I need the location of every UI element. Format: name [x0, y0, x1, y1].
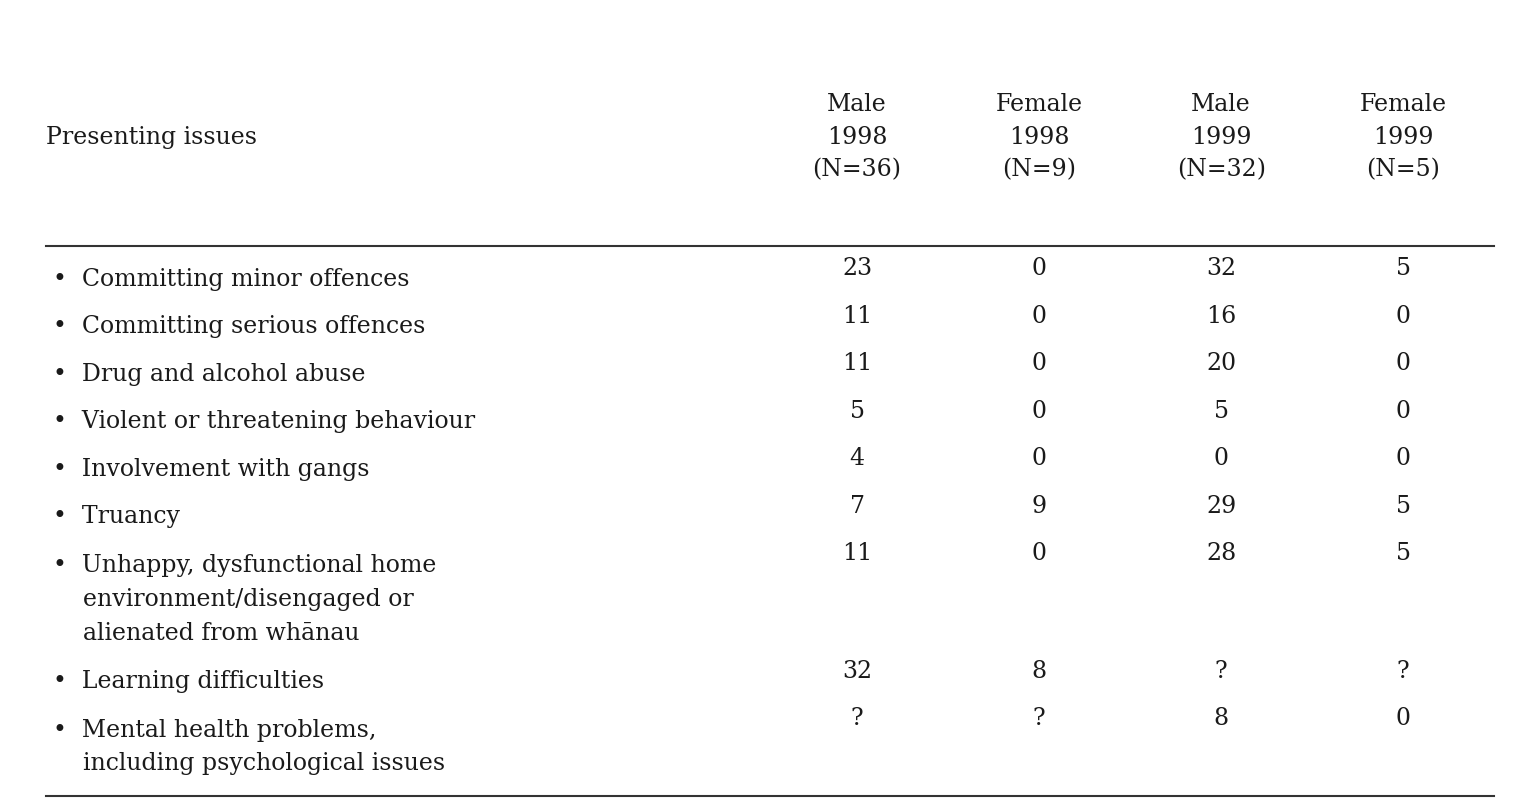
Text: 9: 9: [1032, 495, 1047, 517]
Text: 5: 5: [1396, 257, 1411, 280]
Text: •  Learning difficulties: • Learning difficulties: [53, 671, 325, 693]
Text: 11: 11: [842, 352, 872, 376]
Text: 0: 0: [1032, 257, 1047, 280]
Text: 32: 32: [1206, 257, 1236, 280]
Text: 11: 11: [842, 305, 872, 328]
Text: 0: 0: [1396, 447, 1411, 470]
Text: 5: 5: [1396, 542, 1411, 565]
Text: 0: 0: [1032, 447, 1047, 470]
Text: Presenting issues: Presenting issues: [46, 126, 256, 148]
Text: 11: 11: [842, 542, 872, 565]
Text: 0: 0: [1396, 352, 1411, 376]
Text: 7: 7: [850, 495, 865, 517]
Text: 0: 0: [1032, 352, 1047, 376]
Text: 0: 0: [1032, 542, 1047, 565]
Text: •  Committing serious offences: • Committing serious offences: [53, 315, 425, 339]
Text: •  Involvement with gangs: • Involvement with gangs: [53, 458, 370, 480]
Text: •  Unhappy, dysfunctional home
    environment/disengaged or
    alienated from : • Unhappy, dysfunctional home environmen…: [53, 554, 437, 645]
Text: 8: 8: [1032, 660, 1047, 683]
Text: •  Violent or threatening behaviour: • Violent or threatening behaviour: [53, 410, 475, 433]
Text: 0: 0: [1032, 305, 1047, 328]
Text: 5: 5: [1214, 400, 1229, 423]
Text: 0: 0: [1396, 708, 1411, 730]
Text: •  Truancy: • Truancy: [53, 505, 181, 528]
Text: 16: 16: [1206, 305, 1236, 328]
Text: ?: ?: [851, 708, 863, 730]
Text: •  Drug and alcohol abuse: • Drug and alcohol abuse: [53, 363, 366, 386]
Text: 4: 4: [850, 447, 865, 470]
Text: Male
1999
(N=32): Male 1999 (N=32): [1177, 93, 1265, 181]
Text: 0: 0: [1396, 400, 1411, 423]
Text: 0: 0: [1032, 400, 1047, 423]
Text: 29: 29: [1206, 495, 1236, 517]
Text: 28: 28: [1206, 542, 1236, 565]
Text: 0: 0: [1396, 305, 1411, 328]
Text: Female
1998
(N=9): Female 1998 (N=9): [995, 93, 1083, 181]
Text: 5: 5: [1396, 495, 1411, 517]
Text: ?: ?: [1033, 708, 1045, 730]
Text: ?: ?: [1215, 660, 1227, 683]
Text: •  Mental health problems,
    including psychological issues: • Mental health problems, including psyc…: [53, 718, 444, 775]
Text: ?: ?: [1397, 660, 1409, 683]
Text: 20: 20: [1206, 352, 1236, 376]
Text: 23: 23: [842, 257, 872, 280]
Text: Male
1998
(N=36): Male 1998 (N=36): [813, 93, 901, 181]
Text: •  Committing minor offences: • Committing minor offences: [53, 268, 410, 291]
Text: 0: 0: [1214, 447, 1229, 470]
Text: 32: 32: [842, 660, 872, 683]
Text: Female
1999
(N=5): Female 1999 (N=5): [1359, 93, 1447, 181]
Text: 8: 8: [1214, 708, 1229, 730]
Text: 5: 5: [850, 400, 865, 423]
